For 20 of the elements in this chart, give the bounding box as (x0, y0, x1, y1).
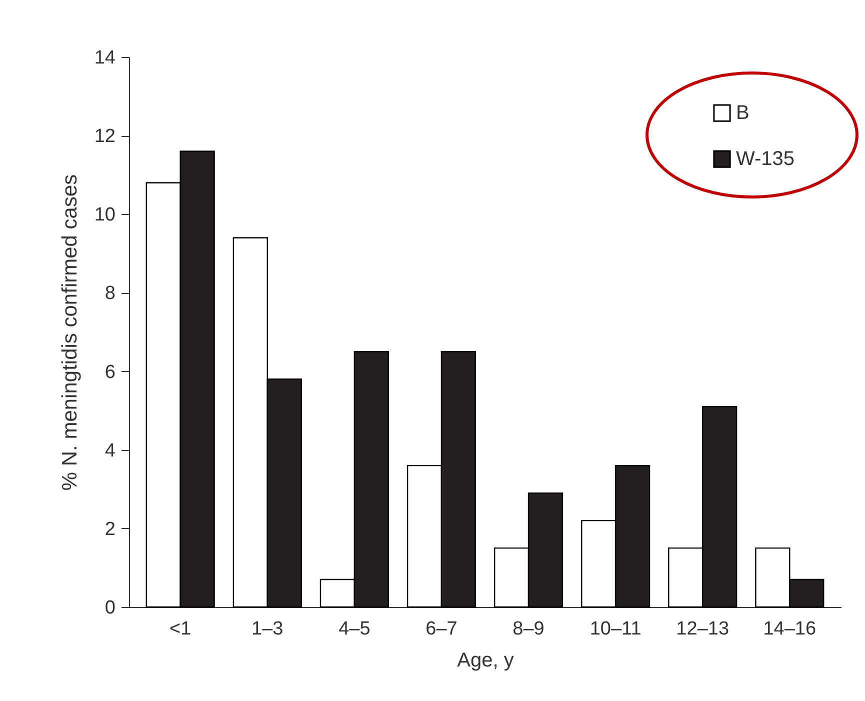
y-tick-label: 6 (104, 362, 116, 383)
y-axis-title: % N. meningtidis confirmed cases (58, 174, 82, 491)
x-tick-label: 12–13 (676, 618, 730, 640)
x-tick-label: 4–5 (338, 618, 370, 640)
y-tick-label: 12 (94, 126, 116, 148)
x-tick-label: 1–3 (252, 618, 284, 640)
legend-label: B (736, 102, 750, 124)
y-tick-label: 2 (104, 518, 116, 540)
x-tick-label: 14–16 (763, 618, 816, 640)
y-tick-label: 4 (104, 440, 116, 462)
y-tick-label: 0 (104, 598, 116, 618)
x-tick-label: <1 (170, 618, 192, 640)
y-tick-label: 14 (94, 48, 116, 68)
y-tick-label: 10 (94, 204, 116, 226)
x-axis-title: Age, y (457, 650, 514, 672)
y-tick-label: 8 (104, 283, 116, 304)
x-tick-label: 10–11 (590, 618, 642, 640)
x-tick-label: 8–9 (512, 618, 544, 640)
legend-label: W-135 (736, 148, 795, 170)
x-tick-label: 6–7 (426, 618, 458, 640)
